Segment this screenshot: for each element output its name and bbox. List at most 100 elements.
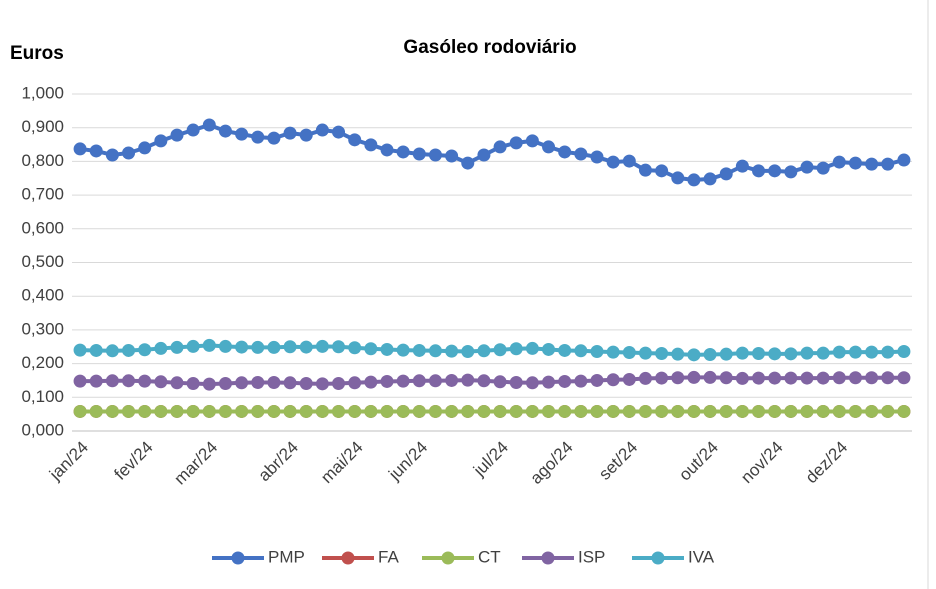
point	[218, 404, 232, 418]
point	[364, 342, 378, 356]
point	[428, 344, 442, 358]
point	[509, 404, 523, 418]
point	[525, 404, 539, 418]
point	[412, 343, 426, 357]
point	[816, 371, 830, 385]
point	[218, 339, 232, 353]
point	[283, 376, 297, 390]
point	[380, 143, 394, 157]
point	[832, 371, 846, 385]
point	[170, 128, 184, 142]
point	[445, 404, 459, 418]
point	[105, 374, 119, 388]
point	[154, 341, 168, 355]
point	[687, 348, 701, 362]
x-tick-label: out/24	[675, 438, 722, 485]
point	[719, 404, 733, 418]
point	[509, 342, 523, 356]
point	[396, 145, 410, 159]
point	[122, 343, 136, 357]
point	[412, 147, 426, 161]
point	[558, 404, 572, 418]
point	[202, 118, 216, 132]
point	[73, 404, 87, 418]
chart-title: Gasóleo rodoviário	[403, 37, 576, 58]
point	[396, 343, 410, 357]
point	[735, 404, 749, 418]
point	[719, 167, 733, 181]
point	[768, 347, 782, 361]
point	[865, 157, 879, 171]
point	[235, 376, 249, 390]
point	[332, 404, 346, 418]
point	[800, 160, 814, 174]
x-tick-label: nov/24	[737, 438, 787, 488]
point	[881, 371, 895, 385]
point	[542, 140, 556, 154]
point	[832, 155, 846, 169]
point	[881, 157, 895, 171]
point	[428, 404, 442, 418]
point	[574, 147, 588, 161]
point	[461, 404, 475, 418]
point	[299, 376, 313, 390]
series-line	[79, 122, 905, 182]
point	[865, 345, 879, 359]
point	[105, 344, 119, 358]
point	[332, 376, 346, 390]
point	[186, 123, 200, 137]
point	[122, 374, 136, 388]
point	[445, 373, 459, 387]
point	[800, 346, 814, 360]
point	[445, 344, 459, 358]
point	[719, 347, 733, 361]
point	[428, 374, 442, 388]
point	[671, 171, 685, 185]
point	[348, 133, 362, 147]
point	[299, 128, 313, 142]
legend-marker	[231, 551, 245, 565]
point	[122, 146, 136, 160]
point	[364, 404, 378, 418]
point	[493, 140, 507, 154]
point	[186, 376, 200, 390]
point	[138, 343, 152, 357]
point	[105, 404, 119, 418]
point	[897, 404, 911, 418]
point	[590, 150, 604, 164]
point	[315, 377, 329, 391]
point	[622, 404, 636, 418]
x-tick-label: jan/24	[45, 438, 92, 485]
point	[235, 404, 249, 418]
point	[606, 373, 620, 387]
point	[445, 149, 459, 163]
point	[816, 346, 830, 360]
point	[428, 148, 442, 162]
point	[703, 404, 717, 418]
point	[784, 404, 798, 418]
x-tick-label: abr/24	[255, 438, 303, 486]
point	[251, 375, 265, 389]
point	[542, 404, 556, 418]
point	[848, 371, 862, 385]
point	[655, 404, 669, 418]
point	[865, 371, 879, 385]
x-tick-label: ago/24	[526, 438, 576, 488]
point	[525, 341, 539, 355]
point	[73, 142, 87, 156]
point	[364, 375, 378, 389]
point	[897, 153, 911, 167]
point	[154, 375, 168, 389]
y-tick-label: 0,300	[21, 319, 64, 338]
point	[671, 404, 685, 418]
point	[735, 159, 749, 173]
point	[606, 155, 620, 169]
point	[752, 404, 766, 418]
point	[170, 340, 184, 354]
point	[800, 404, 814, 418]
point	[768, 404, 782, 418]
point	[832, 404, 846, 418]
point	[784, 165, 798, 179]
point	[590, 373, 604, 387]
